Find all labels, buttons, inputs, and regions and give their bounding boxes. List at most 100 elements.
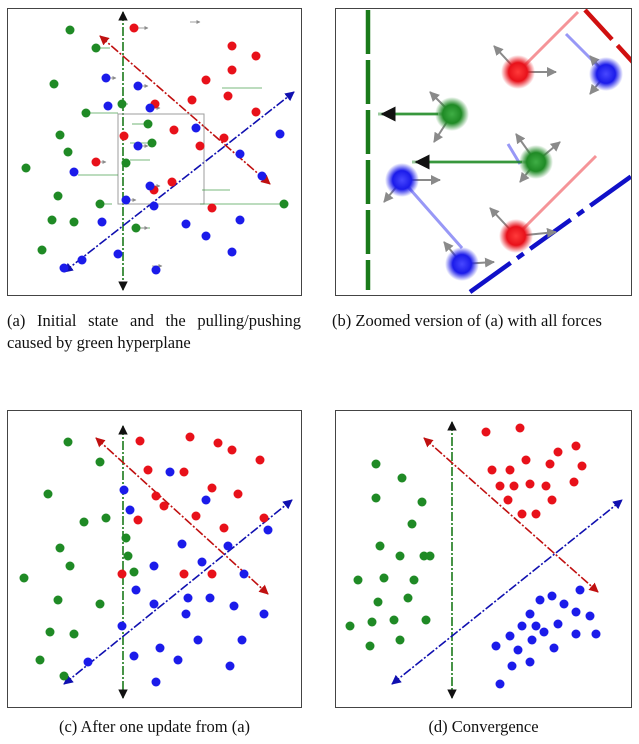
red-hyperplane-d — [423, 437, 599, 593]
blue-point — [235, 149, 245, 159]
panel-d-graphics — [345, 421, 623, 699]
blue-hyperplane-c — [63, 499, 293, 685]
green-point — [367, 617, 377, 627]
caption-d: (d) Convergence — [428, 717, 539, 736]
blue-point — [491, 641, 501, 651]
green-point — [131, 223, 141, 233]
green-point — [65, 561, 75, 571]
blue-point — [149, 201, 159, 211]
green-point — [379, 573, 389, 583]
red-point — [571, 441, 581, 451]
green-point — [37, 245, 47, 255]
red-point — [531, 509, 541, 519]
blue-point — [549, 643, 559, 653]
blue-point — [183, 593, 193, 603]
red-point — [201, 75, 211, 85]
green-point — [365, 641, 375, 651]
panel-a-green-points — [21, 25, 289, 255]
green-point — [143, 119, 153, 129]
red-point — [207, 569, 217, 579]
blue-point — [553, 619, 563, 629]
red-point — [207, 203, 217, 213]
blue-point — [531, 621, 541, 631]
red-point — [495, 481, 505, 491]
green-point — [397, 473, 407, 483]
red-point — [187, 95, 197, 105]
green-point — [435, 97, 469, 131]
blue-point — [151, 677, 161, 687]
green-point — [375, 541, 385, 551]
green-point — [65, 25, 75, 35]
red-point — [259, 513, 269, 523]
blue-point — [227, 247, 237, 257]
green-point — [95, 457, 105, 467]
green-point — [519, 145, 553, 179]
blue-hyperplane-b — [468, 173, 631, 294]
red-point — [545, 459, 555, 469]
green-point — [35, 655, 45, 665]
blue-point — [131, 585, 141, 595]
blue-point — [119, 485, 129, 495]
green-point — [69, 629, 79, 639]
panel-a-graphics — [21, 11, 295, 291]
green-point — [69, 217, 79, 227]
red-point — [577, 461, 587, 471]
red-point — [517, 509, 527, 519]
zoom-region-box — [117, 113, 205, 205]
red-point — [515, 423, 525, 433]
panel-b — [335, 8, 632, 296]
red-point — [207, 483, 217, 493]
panel-c-green-points — [19, 437, 139, 681]
red-point — [553, 447, 563, 457]
blue-point — [495, 679, 505, 689]
blue-point — [513, 645, 523, 655]
green-point — [425, 551, 435, 561]
blue-point — [101, 73, 111, 83]
red-point — [151, 491, 161, 501]
blue-point — [193, 635, 203, 645]
blue-point — [589, 57, 623, 91]
green-point — [91, 43, 101, 53]
blue-point — [385, 163, 419, 197]
red-point — [117, 569, 127, 579]
red-point — [227, 41, 237, 51]
blue-point — [133, 81, 143, 91]
red-point — [135, 436, 145, 446]
green-point — [407, 519, 417, 529]
green-point — [409, 575, 419, 585]
blue-point — [205, 593, 215, 603]
blue-point — [263, 525, 273, 535]
red-point — [501, 55, 535, 89]
blue-point — [239, 569, 249, 579]
blue-point — [525, 609, 535, 619]
red-point — [227, 65, 237, 75]
red-point — [509, 481, 519, 491]
green-point — [371, 493, 381, 503]
red-point — [499, 219, 533, 253]
blue-point — [535, 595, 545, 605]
green-point — [47, 215, 57, 225]
green-point — [55, 130, 65, 140]
red-point — [481, 427, 491, 437]
blue-point — [121, 195, 131, 205]
red-point — [119, 131, 129, 141]
red-point — [227, 445, 237, 455]
blue-point — [223, 541, 233, 551]
blue-point — [103, 101, 113, 111]
green-point — [63, 437, 73, 447]
blue-point — [59, 263, 69, 273]
green-point — [21, 163, 31, 173]
green-point — [53, 595, 63, 605]
red-point — [179, 467, 189, 477]
blue-point — [117, 621, 127, 631]
red-point — [169, 125, 179, 135]
green-point — [19, 573, 29, 583]
red-point — [143, 465, 153, 475]
blue-point — [155, 643, 165, 653]
blue-point — [585, 611, 595, 621]
red-hyperplane-b — [520, 0, 639, 70]
green-point — [403, 593, 413, 603]
blue-point — [235, 215, 245, 225]
blue-point — [145, 181, 155, 191]
red-point — [541, 481, 551, 491]
